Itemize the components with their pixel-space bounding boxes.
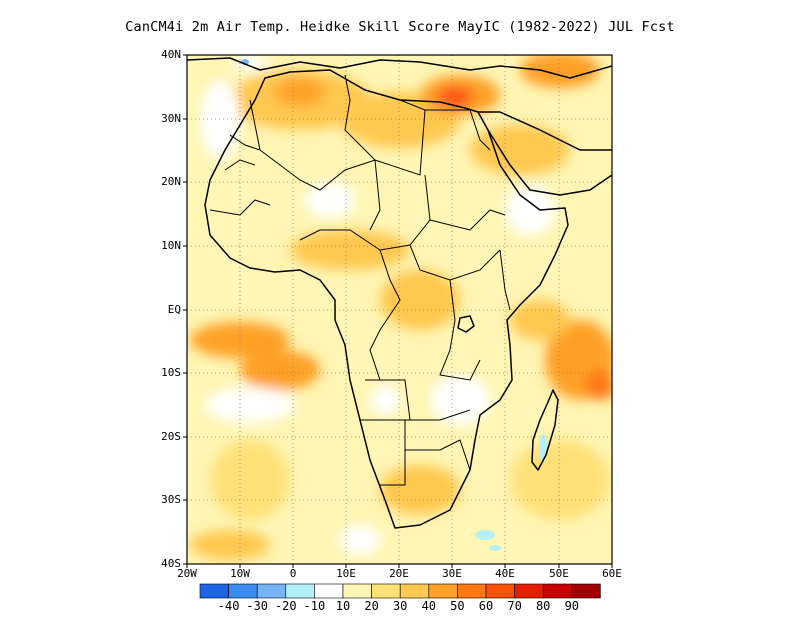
lon-label-60e: 60E <box>602 567 622 580</box>
coastlines <box>187 57 612 529</box>
colorbar-swatch <box>199 583 229 599</box>
colorbar-tick-label: 50 <box>450 599 465 613</box>
arabia-coastline <box>478 111 612 151</box>
colorbar-tick-label: 70 <box>507 599 522 613</box>
colorbar-tick-label: -20 <box>274 599 297 613</box>
colorbar-swatch <box>314 583 344 599</box>
negative-patch <box>475 530 495 540</box>
colorbar-tick-label: 40 <box>421 599 437 613</box>
lat-label-40n: 40N <box>161 48 181 61</box>
lat-label-10s: 10S <box>161 366 181 379</box>
lat-label-30n: 30N <box>161 112 181 125</box>
colorbar-swatch <box>542 583 573 599</box>
lat-label-20n: 20N <box>161 175 181 188</box>
colorbar-tick-label: 60 <box>478 599 494 613</box>
lat-label-30s: 30S <box>161 493 181 506</box>
lat-label-eq: EQ <box>167 303 181 316</box>
colorbar-swatch <box>256 583 287 599</box>
colorbar-tick-label: 20 <box>364 599 379 613</box>
colorbar-tick-label: 10 <box>335 599 351 613</box>
lon-label-0: 0 <box>289 567 297 580</box>
colorbar-tick-label: 30 <box>392 599 408 613</box>
lon-label-20e: 20E <box>389 567 409 580</box>
lon-label-10w: 10W <box>230 567 250 580</box>
lat-label-40s: 40S <box>161 557 181 570</box>
madagascar-coastline <box>531 389 559 471</box>
country-borders <box>209 74 511 486</box>
colorbar-swatch <box>399 583 430 599</box>
colorbar-tick-label: -10 <box>303 599 326 613</box>
colorbar-tick-label: -40 <box>217 599 240 613</box>
colorbar-swatch <box>514 583 544 599</box>
colorbar-swatch <box>371 583 401 599</box>
colorbar-swatch <box>457 583 487 599</box>
skill-field <box>187 55 612 564</box>
colorbar-swatch <box>342 583 372 599</box>
negative-patch <box>539 434 547 462</box>
negative-patch <box>489 545 501 551</box>
colorbar-tick-label: 80 <box>535 599 551 613</box>
colorbar-tick-label: 90 <box>564 599 580 613</box>
lon-label-10e: 10E <box>336 567 356 580</box>
lon-label-50e: 50E <box>549 567 569 580</box>
map-title: CanCM4i 2m Air Temp. Heidke Skill Score … <box>125 19 675 35</box>
lat-label-10n: 10N <box>161 239 181 252</box>
tick-marks <box>183 54 613 568</box>
lon-label-40e: 40E <box>495 567 515 580</box>
red-sea-coast <box>487 129 612 196</box>
colorbar-tick-label: -30 <box>246 599 269 613</box>
colorbar-swatch <box>228 583 258 599</box>
lon-label-30e: 30E <box>442 567 462 580</box>
colorbar-swatch <box>571 583 601 599</box>
colorbar-swatch <box>285 583 315 599</box>
lat-label-20s: 20S <box>161 430 181 443</box>
lake-victoria <box>457 315 475 333</box>
africa-coastline <box>204 69 569 529</box>
colorbar-swatch <box>428 583 458 599</box>
grid-lines <box>187 55 612 564</box>
colorbar-swatch <box>485 583 515 599</box>
europe-coastline <box>187 57 612 79</box>
lon-label-20w: 20W <box>177 567 197 580</box>
